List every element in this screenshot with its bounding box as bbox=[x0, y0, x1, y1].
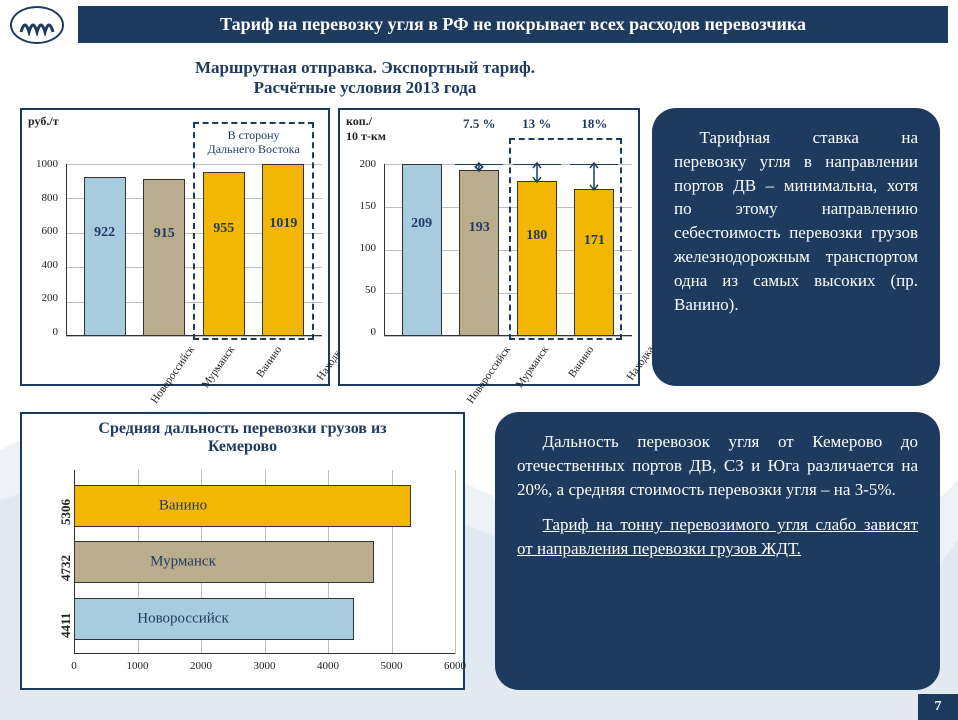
chart2-pct-2: 13 % bbox=[512, 116, 562, 132]
chart3-xtick-5000: 5000 bbox=[381, 660, 403, 672]
chart2-category-0: Новороссийск bbox=[464, 344, 512, 406]
chart2-bar-0: 209 bbox=[402, 164, 442, 336]
chart3-value-2: 4411 bbox=[58, 612, 74, 637]
info-box-distance: Дальность перевозок угля от Кемерово до … bbox=[495, 412, 940, 690]
chart-tariff-kop-per-tkm: коп./10 т-км 050100150200 209193180171 Н… bbox=[338, 108, 640, 386]
chart1-bar-3: 1019 bbox=[262, 164, 304, 336]
chart3-xtick-3000: 3000 bbox=[254, 660, 276, 672]
chart2-bar-2: 180 bbox=[517, 181, 557, 336]
chart-subtitle: Маршрутная отправка. Экспортный тариф. Р… bbox=[90, 58, 640, 98]
chart1-box-label: В сторонуДальнего Востока bbox=[193, 128, 315, 157]
chart2-bar-1: 193 bbox=[459, 170, 499, 336]
chart2-category-1: Мурманск bbox=[514, 344, 551, 390]
chart2-pct-3: 18% bbox=[569, 116, 619, 132]
chart2-ylabel: коп./10 т-км bbox=[346, 114, 386, 144]
chart-tariff-rub-per-ton: руб./т 02004006008001000 9229159551019 В… bbox=[20, 108, 330, 386]
chart1-category-2: Ванино bbox=[254, 344, 284, 380]
chart3-value-0: 5306 bbox=[58, 499, 74, 525]
chart3-xtick-0: 0 bbox=[71, 660, 77, 672]
chart1-bar-0: 922 bbox=[84, 177, 126, 336]
page-number: 7 bbox=[918, 694, 958, 720]
logo bbox=[10, 6, 64, 44]
chart3-xtick-1000: 1000 bbox=[127, 660, 149, 672]
chart1-category-0: Новороссийск bbox=[148, 344, 196, 406]
chart3-value-1: 4732 bbox=[58, 555, 74, 581]
chart1-bar-1: 915 bbox=[143, 179, 185, 336]
chart3-xtick-6000: 6000 bbox=[444, 660, 466, 672]
chart3-xtick-2000: 2000 bbox=[190, 660, 212, 672]
chart2-category-2: Ванино bbox=[566, 344, 596, 380]
page-title: Тариф на перевозку угля в РФ не покрывае… bbox=[78, 6, 948, 43]
chart3-bar-1: Мурманск bbox=[74, 541, 374, 583]
chart3-xtick-4000: 4000 bbox=[317, 660, 339, 672]
chart2-bar-3: 171 bbox=[574, 189, 614, 336]
chart-distance-from-kemerovo: Средняя дальность перевозки грузов изКем… bbox=[20, 412, 465, 690]
chart3-title: Средняя дальность перевозки грузов изКем… bbox=[22, 420, 463, 456]
chart3-bar-0: Ванино bbox=[74, 485, 411, 527]
chart1-ylabel: руб./т bbox=[28, 114, 59, 129]
chart1-bar-2: 955 bbox=[203, 172, 245, 336]
chart2-pct-1: 7.5 % bbox=[454, 116, 504, 132]
chart3-bar-2: Новороссийск bbox=[74, 598, 354, 640]
chart1-category-1: Мурманск bbox=[200, 344, 237, 390]
info-box-tariff-rate: Тарифная ставка на перевозку угля в напр… bbox=[652, 108, 940, 386]
